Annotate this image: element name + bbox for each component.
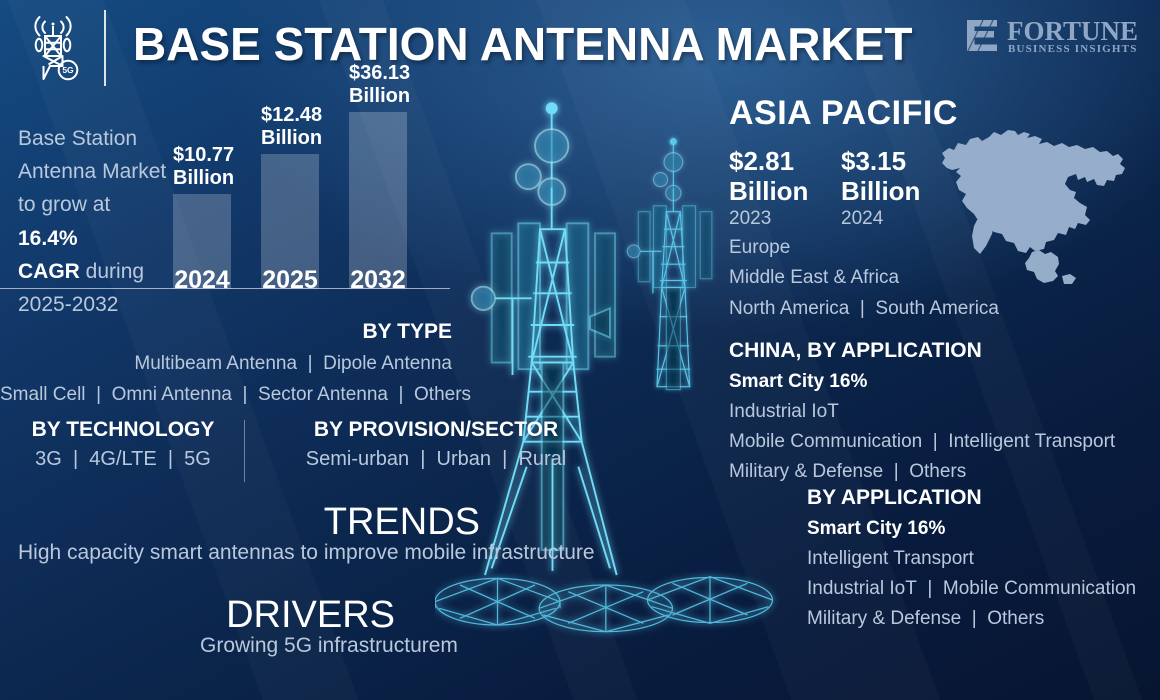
svg-text:BUSINESS INSIGHTS: BUSINESS INSIGHTS	[1008, 43, 1138, 55]
svg-text:5G: 5G	[62, 65, 74, 75]
svg-text:FORTUNE: FORTUNE	[1007, 16, 1138, 46]
